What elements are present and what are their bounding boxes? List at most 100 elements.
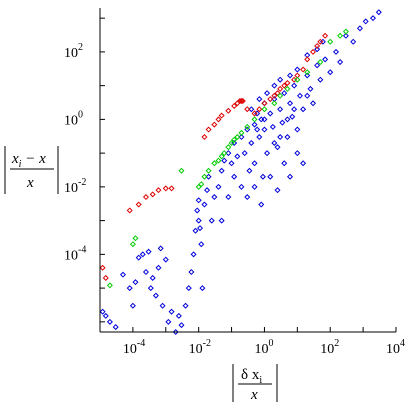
x-label-top: δ x — [241, 367, 260, 383]
data-point-blue — [135, 254, 142, 261]
y-axis-label: xi − x x — [4, 146, 59, 194]
data-point-green — [205, 167, 212, 174]
data-point-blue — [304, 92, 311, 99]
x-axis-label: δ xi x — [232, 364, 278, 403]
data-point-green — [337, 32, 344, 39]
x-tick-label: 100 — [254, 338, 273, 357]
y-label-top: x — [11, 151, 19, 167]
data-point-blue — [281, 90, 288, 97]
data-point-blue — [221, 157, 228, 164]
data-point-blue — [271, 139, 278, 146]
axis-ticks: 10-4 10-2 100 102 104 10-4 10-2 100 102 — [64, 17, 405, 357]
data-point-blue — [370, 15, 377, 22]
data-point-blue — [287, 173, 294, 180]
data-point-blue — [211, 194, 218, 201]
data-point-green — [218, 153, 225, 160]
data-point-red — [244, 106, 251, 113]
data-point-blue — [277, 134, 284, 141]
data-point-blue — [198, 241, 205, 248]
data-point-blue — [284, 116, 291, 123]
data-point-red — [99, 264, 106, 271]
data-point-blue — [333, 48, 340, 55]
y-label-bottom: x — [26, 175, 34, 191]
data-point-blue — [157, 245, 164, 252]
data-point-blue — [307, 85, 314, 92]
data-point-red — [162, 185, 169, 192]
data-point-blue — [362, 18, 369, 25]
data-point-red — [317, 38, 324, 45]
data-point-blue — [178, 322, 185, 329]
data-point-blue — [168, 308, 175, 315]
data-point-blue — [279, 119, 286, 126]
data-point-blue — [256, 96, 263, 103]
data-point-green — [215, 157, 222, 164]
data-point-red — [271, 92, 278, 99]
data-point-blue — [291, 82, 298, 89]
data-point-blue — [269, 123, 276, 130]
data-point-blue — [246, 167, 253, 174]
data-point-blue — [145, 248, 152, 255]
data-point-red — [215, 116, 222, 123]
data-point-blue — [304, 72, 311, 79]
data-point-blue — [238, 134, 245, 141]
data-point-blue — [188, 268, 195, 276]
x-tick-label: 10-2 — [189, 338, 211, 357]
data-point-red — [168, 185, 175, 192]
data-point-blue — [195, 217, 202, 224]
data-point-green — [132, 235, 139, 242]
data-point-blue — [277, 106, 284, 113]
x-tick-label: 102 — [320, 338, 339, 357]
data-point-blue — [244, 194, 251, 201]
data-point-green — [198, 181, 205, 188]
data-point-red — [284, 79, 291, 86]
data-point-green — [261, 106, 268, 113]
data-point-blue — [238, 183, 245, 190]
data-point-red — [149, 191, 156, 198]
data-point-blue — [215, 183, 222, 190]
data-point-red — [142, 194, 149, 201]
data-point-blue — [296, 92, 303, 99]
data-point-blue — [277, 76, 284, 83]
data-point-blue — [208, 217, 215, 224]
data-point-red — [310, 48, 317, 55]
data-point-blue — [258, 201, 265, 208]
data-point-blue — [225, 194, 232, 201]
data-point-red — [218, 112, 225, 119]
y-tick-label: 10-2 — [64, 177, 86, 196]
data-point-blue — [264, 150, 271, 157]
data-point-blue — [152, 292, 159, 299]
data-point-blue — [314, 46, 321, 53]
y-tick-label: 100 — [64, 109, 83, 128]
data-point-green — [327, 38, 334, 45]
data-point-red — [267, 96, 274, 103]
data-point-blue — [185, 285, 192, 292]
data-point-green — [284, 85, 291, 92]
data-point-green — [238, 129, 245, 136]
data-point-green — [251, 116, 258, 123]
data-point-blue — [248, 106, 255, 113]
y-tick-label: 102 — [64, 42, 83, 61]
data-point-blue — [287, 100, 294, 107]
x-tick-label: 10-4 — [123, 338, 145, 357]
data-point-blue — [294, 126, 301, 133]
data-point-red — [261, 100, 268, 107]
data-point-red — [277, 85, 284, 92]
data-point-blue — [195, 197, 202, 204]
data-point-blue — [375, 9, 382, 16]
data-point-green — [221, 150, 228, 157]
data-point-blue — [241, 150, 248, 157]
data-point-blue — [165, 318, 172, 325]
data-point-blue — [162, 256, 169, 263]
data-point-blue — [199, 285, 206, 292]
y-label-sub: i — [19, 159, 22, 170]
data-point-blue — [149, 274, 156, 281]
data-point-blue — [264, 90, 271, 97]
data-point-blue — [259, 173, 266, 180]
data-point-green — [201, 173, 208, 180]
data-point-red — [205, 126, 212, 133]
data-point-blue — [251, 160, 258, 167]
data-point-green — [211, 160, 218, 167]
data-point-green — [294, 76, 301, 83]
x-label-sub: i — [259, 375, 262, 386]
data-point-blue — [248, 139, 255, 146]
